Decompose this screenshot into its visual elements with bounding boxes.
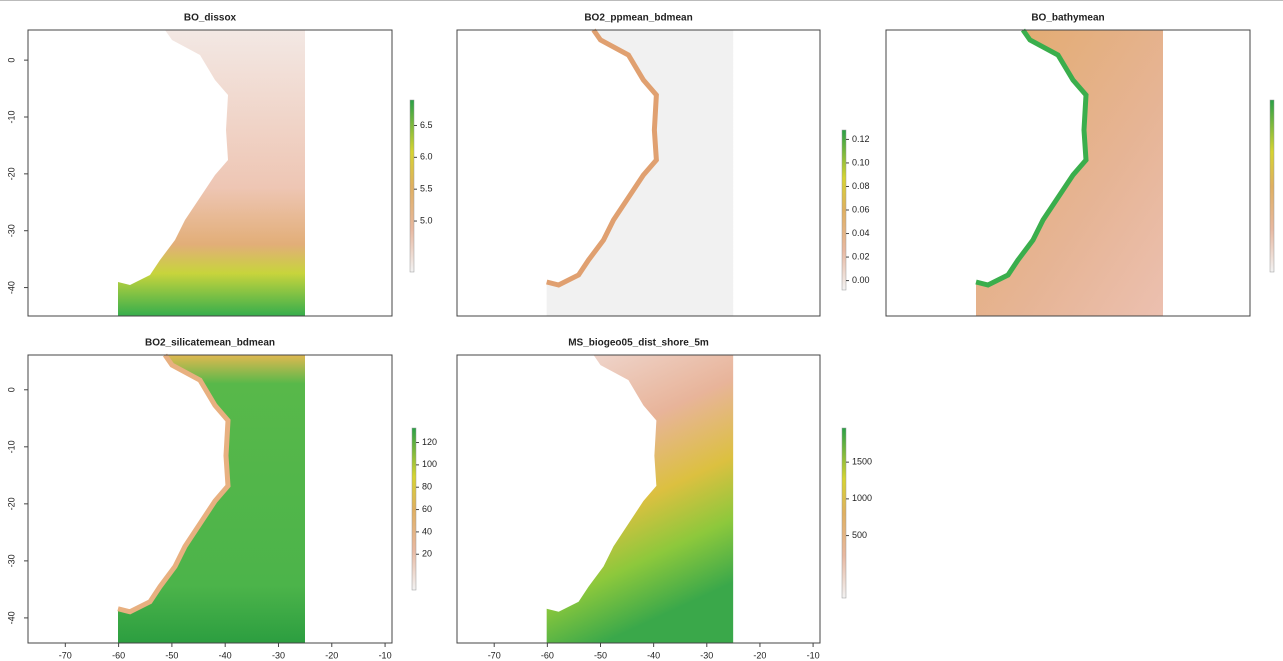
colorbar-tick-label: 1500 — [852, 457, 872, 467]
x-tick-label: -20 — [325, 650, 338, 660]
x-tick-label: -50 — [165, 650, 178, 660]
y-tick-label: -40 — [6, 611, 16, 624]
y-tick-label: 0 — [6, 58, 16, 63]
y-tick-label: -10 — [6, 440, 16, 453]
x-tick-label: -10 — [379, 650, 392, 660]
chart-title: BO2_silicatemean_bdmean — [145, 338, 275, 349]
chart-title: BO_bathymean — [1031, 13, 1104, 24]
colorbar-tick-label: 0.08 — [852, 181, 870, 191]
x-tick-label: -20 — [753, 650, 766, 660]
colorbar-tick-label: 0.00 — [852, 275, 870, 285]
colorbar-tick-label: 0.10 — [852, 157, 870, 167]
x-tick-label: -10 — [807, 650, 820, 660]
y-tick-label: -10 — [6, 110, 16, 123]
x-tick-label: -40 — [219, 650, 232, 660]
x-tick-label: -60 — [112, 650, 125, 660]
y-tick-label: -20 — [6, 497, 16, 510]
colorbar-tick-label: 120 — [422, 437, 437, 447]
raster-grid: BO_dissox 0 -10 -20 -30 -40 6.5 6.0 5.5 5.0 BO2_pp… — [0, 0, 1283, 661]
colorbar-tick-label: 1000 — [852, 493, 872, 503]
y-tick-label: -30 — [6, 224, 16, 237]
colorbar-tick-label: 60 — [422, 504, 432, 514]
x-tick-label: -30 — [272, 650, 285, 660]
colorbar-tick-label: 0.12 — [852, 134, 870, 144]
x-tick-label: -30 — [700, 650, 713, 660]
colorbar-tick-label: 80 — [422, 482, 432, 492]
y-tick-label: -20 — [6, 167, 16, 180]
x-tick-label: -50 — [594, 650, 607, 660]
colorbar-tick-label: 5.5 — [420, 184, 433, 194]
colorbar — [842, 130, 846, 290]
colorbar — [412, 428, 416, 590]
x-tick-label: -70 — [59, 650, 72, 660]
colorbar-tick-label: 20 — [422, 549, 432, 559]
colorbar — [842, 428, 846, 598]
x-tick-label: -40 — [647, 650, 660, 660]
colorbar-tick-label: 0.02 — [852, 251, 870, 261]
chart-title: MS_biogeo05_dist_shore_5m — [568, 338, 709, 349]
x-tick-label: -70 — [488, 650, 501, 660]
colorbar-tick-label: 0.04 — [852, 228, 870, 238]
colorbar — [410, 100, 414, 272]
chart-title: BO_dissox — [184, 13, 237, 24]
x-tick-label: -60 — [541, 650, 554, 660]
y-tick-label: -30 — [6, 554, 16, 567]
colorbar-tick-label: 0.06 — [852, 204, 870, 214]
colorbar-tick-label: 6.0 — [420, 152, 433, 162]
raster-ocean — [547, 355, 733, 643]
colorbar-tick-label: 5.0 — [420, 215, 433, 225]
y-tick-label: 0 — [6, 387, 16, 392]
raster-ocean — [118, 30, 305, 316]
y-tick-label: -40 — [6, 281, 16, 294]
colorbar-tick-label: 100 — [422, 459, 437, 469]
colorbar — [1270, 100, 1274, 272]
chart-title: BO2_ppmean_bdmean — [584, 13, 692, 24]
colorbar-tick-label: 500 — [852, 530, 867, 540]
colorbar-tick-label: 40 — [422, 526, 432, 536]
colorbar-tick-label: 6.5 — [420, 120, 433, 130]
